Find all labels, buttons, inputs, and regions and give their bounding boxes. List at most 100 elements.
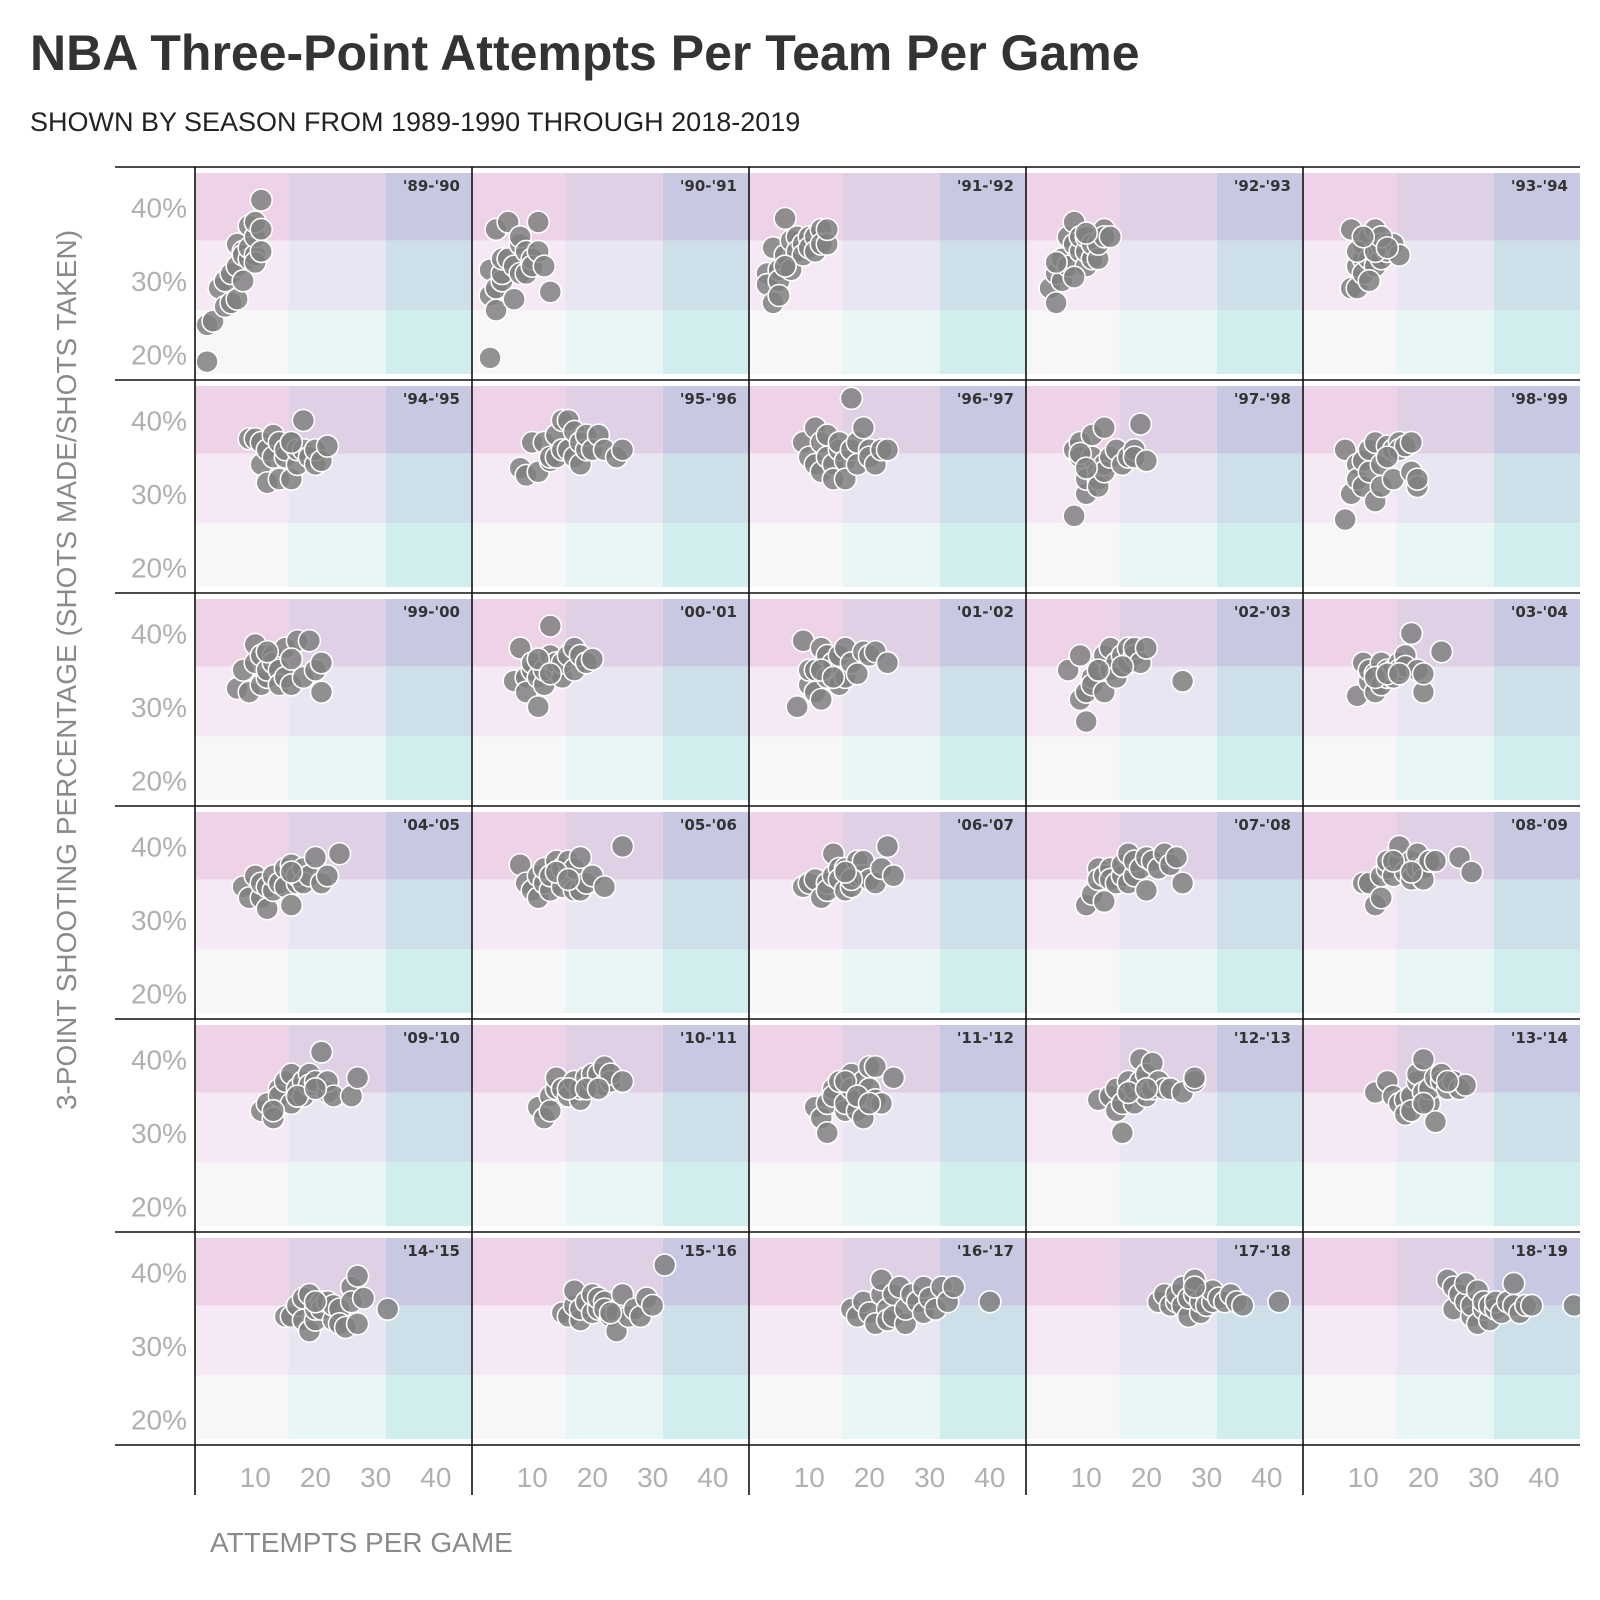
band-cell <box>1026 736 1120 800</box>
band-cell <box>662 879 749 950</box>
data-point <box>773 206 797 231</box>
data-point <box>610 437 635 462</box>
band-cell <box>842 173 940 241</box>
band-cell <box>1216 949 1303 1013</box>
band-cell <box>1303 1305 1397 1376</box>
data-point <box>345 1065 370 1090</box>
season-label: '13-'14 <box>1511 1029 1568 1047</box>
y-tick-label: 20% <box>131 552 187 583</box>
data-point <box>1369 886 1394 910</box>
data-point <box>1182 1275 1207 1299</box>
band-cell <box>385 386 472 454</box>
data-point <box>1562 1293 1580 1318</box>
band-cell <box>662 523 749 587</box>
season-label: '96-'97 <box>957 390 1014 408</box>
band-cell <box>565 173 663 241</box>
band-cell <box>939 599 1026 667</box>
season-label: '95-'96 <box>680 390 737 408</box>
band-cell <box>939 523 1026 587</box>
data-point <box>1267 1289 1291 1314</box>
band-cell <box>472 949 566 1013</box>
band-cell <box>1119 666 1217 737</box>
band-cell <box>1216 879 1303 950</box>
band-cell <box>939 1025 1026 1093</box>
data-point <box>1381 849 1406 873</box>
data-point <box>1399 430 1424 455</box>
band-cell <box>288 736 386 800</box>
band-cell <box>662 1305 749 1376</box>
band-cell <box>749 523 843 587</box>
data-point <box>941 1275 966 1299</box>
data-point <box>538 614 563 638</box>
panel-points <box>273 1264 400 1343</box>
band-cell <box>1396 310 1494 374</box>
season-label: '98-'99 <box>1511 390 1568 408</box>
season-label: '89-'90 <box>403 177 460 195</box>
band-cell <box>1216 523 1303 587</box>
data-point <box>1333 507 1357 532</box>
panel-points <box>1345 621 1454 708</box>
data-point <box>809 687 834 712</box>
data-point <box>279 893 304 917</box>
band-cell <box>1026 1375 1120 1439</box>
band-cell <box>662 1092 749 1163</box>
x-tick-label: 40 <box>974 1462 1005 1493</box>
x-tick-label: 10 <box>240 1462 271 1493</box>
x-tick-label: 30 <box>1191 1462 1222 1493</box>
season-label: '91-'92 <box>957 177 1014 195</box>
data-point <box>526 210 551 234</box>
y-tick-label: 40% <box>131 1044 187 1075</box>
x-tick-label: 10 <box>794 1462 825 1493</box>
data-point <box>851 415 876 440</box>
y-tick-label: 40% <box>131 405 187 436</box>
data-point <box>502 287 526 312</box>
data-point <box>1411 1091 1436 1116</box>
y-tick-label: 20% <box>131 1404 187 1435</box>
band-cell <box>195 1375 289 1439</box>
band-cell <box>749 949 843 1013</box>
season-label: '16-'17 <box>957 1242 1014 1260</box>
band-cell <box>662 240 749 311</box>
data-point <box>1411 1047 1436 1072</box>
data-point <box>1351 224 1376 249</box>
data-point <box>538 1099 563 1123</box>
data-point <box>303 1289 328 1314</box>
data-point <box>767 283 791 308</box>
band-cell <box>195 523 289 587</box>
x-tick-label: 20 <box>1408 1462 1439 1493</box>
data-point <box>315 863 340 888</box>
band-cell <box>1396 949 1494 1013</box>
data-point <box>309 680 334 704</box>
season-label: '08-'09 <box>1511 816 1568 834</box>
x-tick-label: 40 <box>1528 1462 1559 1493</box>
band-cell <box>1493 523 1580 587</box>
data-points <box>195 188 1580 1343</box>
data-point <box>1110 654 1135 679</box>
band-cell <box>385 812 472 880</box>
season-label: '09-'10 <box>403 1029 460 1047</box>
band-cell <box>195 736 289 800</box>
panel-points <box>237 408 340 495</box>
data-point <box>309 1040 334 1064</box>
band-cell <box>1026 1238 1120 1306</box>
data-point <box>815 1121 840 1145</box>
y-tick-label: 30% <box>131 1331 187 1362</box>
panel-points <box>1056 636 1195 734</box>
data-point <box>1134 1076 1159 1101</box>
x-tick-label: 10 <box>1348 1462 1379 1493</box>
y-tick-label: 30% <box>131 479 187 510</box>
band-cell <box>939 1305 1026 1376</box>
panel-frames <box>115 166 1580 1495</box>
season-label: '93-'94 <box>1511 177 1568 195</box>
data-point <box>568 845 593 870</box>
band-cell <box>1493 879 1580 950</box>
data-point <box>255 639 280 664</box>
panel-points <box>755 206 840 315</box>
data-point <box>303 1076 328 1101</box>
data-point <box>881 863 906 888</box>
season-label: '17-'18 <box>1234 1242 1291 1260</box>
band-cell <box>565 310 663 374</box>
band-cell <box>749 1162 843 1226</box>
y-tick-label: 30% <box>131 905 187 936</box>
band-cell <box>939 879 1026 950</box>
